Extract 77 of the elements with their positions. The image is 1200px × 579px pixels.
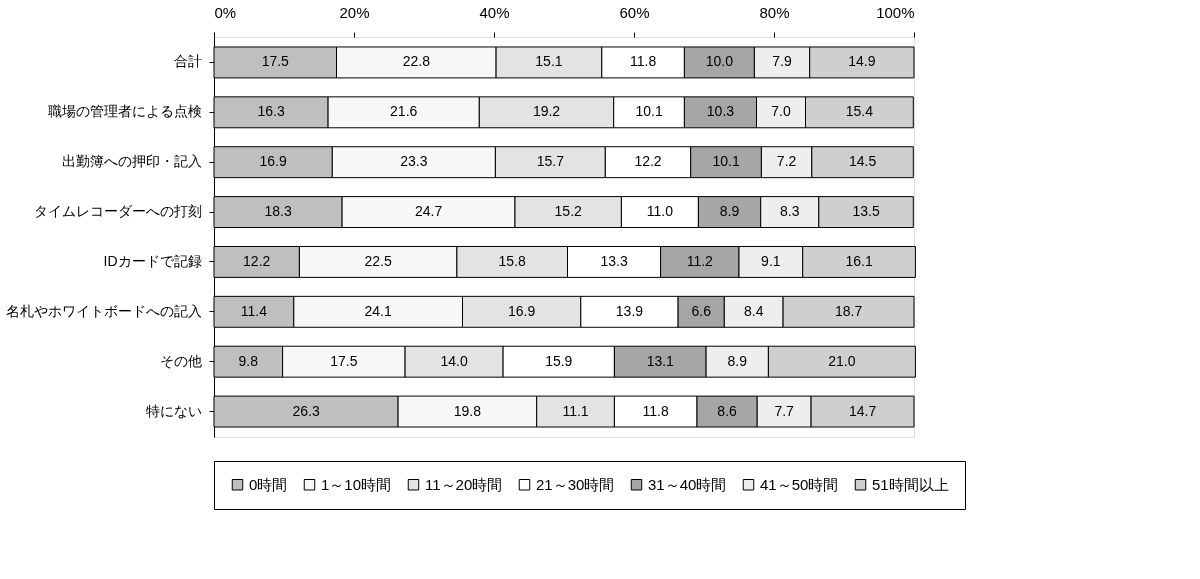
data-label: 15.1 <box>535 53 563 70</box>
data-label: 18.3 <box>264 203 292 220</box>
x-tick-label: 60% <box>619 3 650 21</box>
data-label: 15.4 <box>845 103 874 120</box>
data-label: 15.8 <box>498 252 527 269</box>
data-label: 13.9 <box>615 302 644 319</box>
data-label: 21.6 <box>390 103 418 120</box>
data-label: 11.4 <box>240 302 268 319</box>
data-label: 8.4 <box>743 302 764 319</box>
data-label: 22.5 <box>364 252 392 269</box>
x-tick-label: 100% <box>876 3 915 21</box>
data-label: 11.2 <box>686 252 714 269</box>
x-tick-label: 20% <box>339 3 370 21</box>
data-label: 7.0 <box>771 103 791 120</box>
data-label: 19.2 <box>532 103 561 120</box>
data-label: 16.9 <box>259 153 287 170</box>
data-label: 19.8 <box>453 402 482 419</box>
data-label: 11.1 <box>562 402 589 419</box>
data-label: 7.9 <box>772 53 792 70</box>
legend-label: 1～10時間 <box>321 475 392 493</box>
data-label: 11.8 <box>642 402 670 419</box>
data-label: 8.3 <box>780 203 800 220</box>
data-label: 7.2 <box>776 153 797 170</box>
data-label: 11.8 <box>629 53 657 70</box>
legend-label: 51時間以上 <box>872 475 949 493</box>
legend-label: 0時間 <box>249 475 288 493</box>
y-tick-label: 名札やホワイトボードへの記入 <box>5 302 202 319</box>
data-label: 17.5 <box>261 53 290 70</box>
data-label: 26.3 <box>292 402 320 419</box>
data-label: 8.6 <box>717 402 738 419</box>
data-label: 24.7 <box>414 203 443 220</box>
legend-label: 41～50時間 <box>760 475 839 493</box>
data-label: 15.7 <box>536 153 565 170</box>
data-label: 13.1 <box>646 352 675 369</box>
data-label: 14.7 <box>848 402 877 419</box>
data-label: 10.1 <box>712 153 740 170</box>
y-tick-label: 合計 <box>173 53 202 70</box>
data-label: 13.3 <box>600 252 628 269</box>
data-label: 22.8 <box>402 53 431 70</box>
data-label: 18.7 <box>834 302 863 319</box>
data-label: 15.9 <box>545 352 573 369</box>
data-label: 14.9 <box>848 53 876 70</box>
y-tick-label: その他 <box>159 352 202 369</box>
data-label: 23.3 <box>400 153 428 170</box>
data-label: 16.9 <box>508 302 536 319</box>
legend-label: 11～20時間 <box>425 475 503 493</box>
data-label: 8.9 <box>727 352 748 369</box>
data-label: 14.5 <box>848 153 877 170</box>
y-tick-label: タイムレコーダーへの打刻 <box>33 203 202 220</box>
data-label: 10.1 <box>635 103 663 120</box>
data-label: 16.3 <box>257 103 285 120</box>
data-label: 17.5 <box>330 352 358 369</box>
data-label: 21.0 <box>828 352 856 369</box>
data-label: 8.9 <box>719 203 740 220</box>
y-tick-label: 出勤簿への押印・記入 <box>61 153 202 170</box>
data-label: 24.1 <box>364 302 392 319</box>
data-label: 10.0 <box>705 53 734 70</box>
data-label: 9.8 <box>238 352 259 369</box>
y-tick-label: 職場の管理者による点検 <box>47 103 202 120</box>
data-label: 11.0 <box>646 203 674 220</box>
x-tick-label: 80% <box>759 3 790 21</box>
data-label: 13.5 <box>852 203 880 220</box>
legend-label: 31～40時間 <box>648 475 727 493</box>
x-tick-label: 0% <box>214 3 237 21</box>
data-label: 10.3 <box>706 103 735 120</box>
legend-label: 21～30時間 <box>536 475 615 493</box>
data-label: 12.2 <box>634 153 662 170</box>
x-tick-label: 40% <box>479 3 510 21</box>
data-label: 12.2 <box>243 252 271 269</box>
data-label: 9.1 <box>761 252 781 269</box>
data-label: 15.2 <box>554 203 583 220</box>
y-tick-label: 特にない <box>145 402 202 419</box>
data-label: 16.1 <box>845 252 873 269</box>
data-label: 14.0 <box>440 352 468 369</box>
data-label: 7.7 <box>774 402 795 419</box>
y-tick-label: IDカードで記録 <box>103 252 202 269</box>
data-label: 6.6 <box>691 302 712 319</box>
